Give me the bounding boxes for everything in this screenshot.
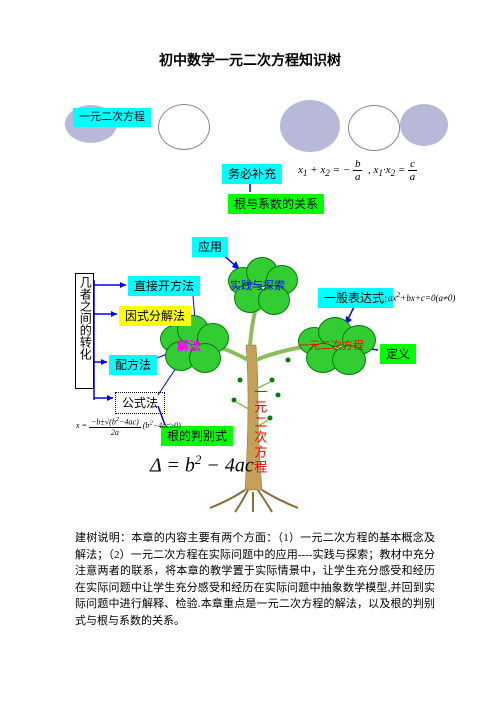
top-ellipse-4 bbox=[348, 105, 400, 151]
box-wubibuchong: 务必补充 bbox=[222, 164, 282, 184]
top-ellipse-2 bbox=[158, 104, 210, 150]
box-peifangfa: 配方法 bbox=[109, 355, 157, 375]
explanation-paragraph: 建树说明：本章的内容主要有两个方面：（1）一元二次方程的基本概念及解法；（2）一… bbox=[75, 530, 435, 629]
cloud-shijian: 实践与探索 bbox=[222, 255, 300, 317]
page-root: 初中数学一元二次方程知识树 一元二次方程 bbox=[0, 0, 500, 706]
top-label-yiyuanerci: 一元二次方程 bbox=[73, 108, 151, 127]
formula-general: ax2+bx+c=0(a≠0) bbox=[388, 290, 455, 303]
vlabel-trunk: 一元二次方程 bbox=[252, 385, 266, 475]
box-yingyong: 应用 bbox=[192, 237, 228, 257]
box-gongshifa: 公式法 bbox=[115, 392, 165, 414]
vlabel-jizhezhijian: 几者之间的转化 bbox=[75, 273, 94, 389]
box-yinshifenjie: 因式分解法 bbox=[119, 306, 191, 326]
formula-quadratic: x = −b±√(b2−4ac) 2a (b2−4ac≥0) bbox=[76, 416, 181, 437]
top-ellipse-5 bbox=[400, 104, 448, 146]
cloud-yiyuan-label: 一元二次方程 bbox=[298, 337, 364, 353]
box-zhijiekai: 直接开方法 bbox=[128, 276, 200, 296]
formula-discriminant: Δ = b2 − 4ac bbox=[150, 452, 254, 478]
box-yibanbiaoda: 一般表达式: bbox=[318, 288, 393, 308]
cloud-shijian-label: 实践与探索 bbox=[230, 277, 285, 293]
cloud-jiefa-label: 解法 bbox=[177, 337, 201, 354]
box-dingyi: 定义 bbox=[380, 344, 416, 364]
top-ellipse-3 bbox=[280, 100, 340, 152]
formula-vieta: x1 + x2 = − b a , x1·x2 = c a bbox=[298, 158, 417, 183]
box-genxishu: 根与系数的关系 bbox=[228, 194, 324, 214]
page-title: 初中数学一元二次方程知识树 bbox=[0, 50, 500, 70]
cloud-yiyuan: 一元二次方程 bbox=[292, 315, 382, 377]
